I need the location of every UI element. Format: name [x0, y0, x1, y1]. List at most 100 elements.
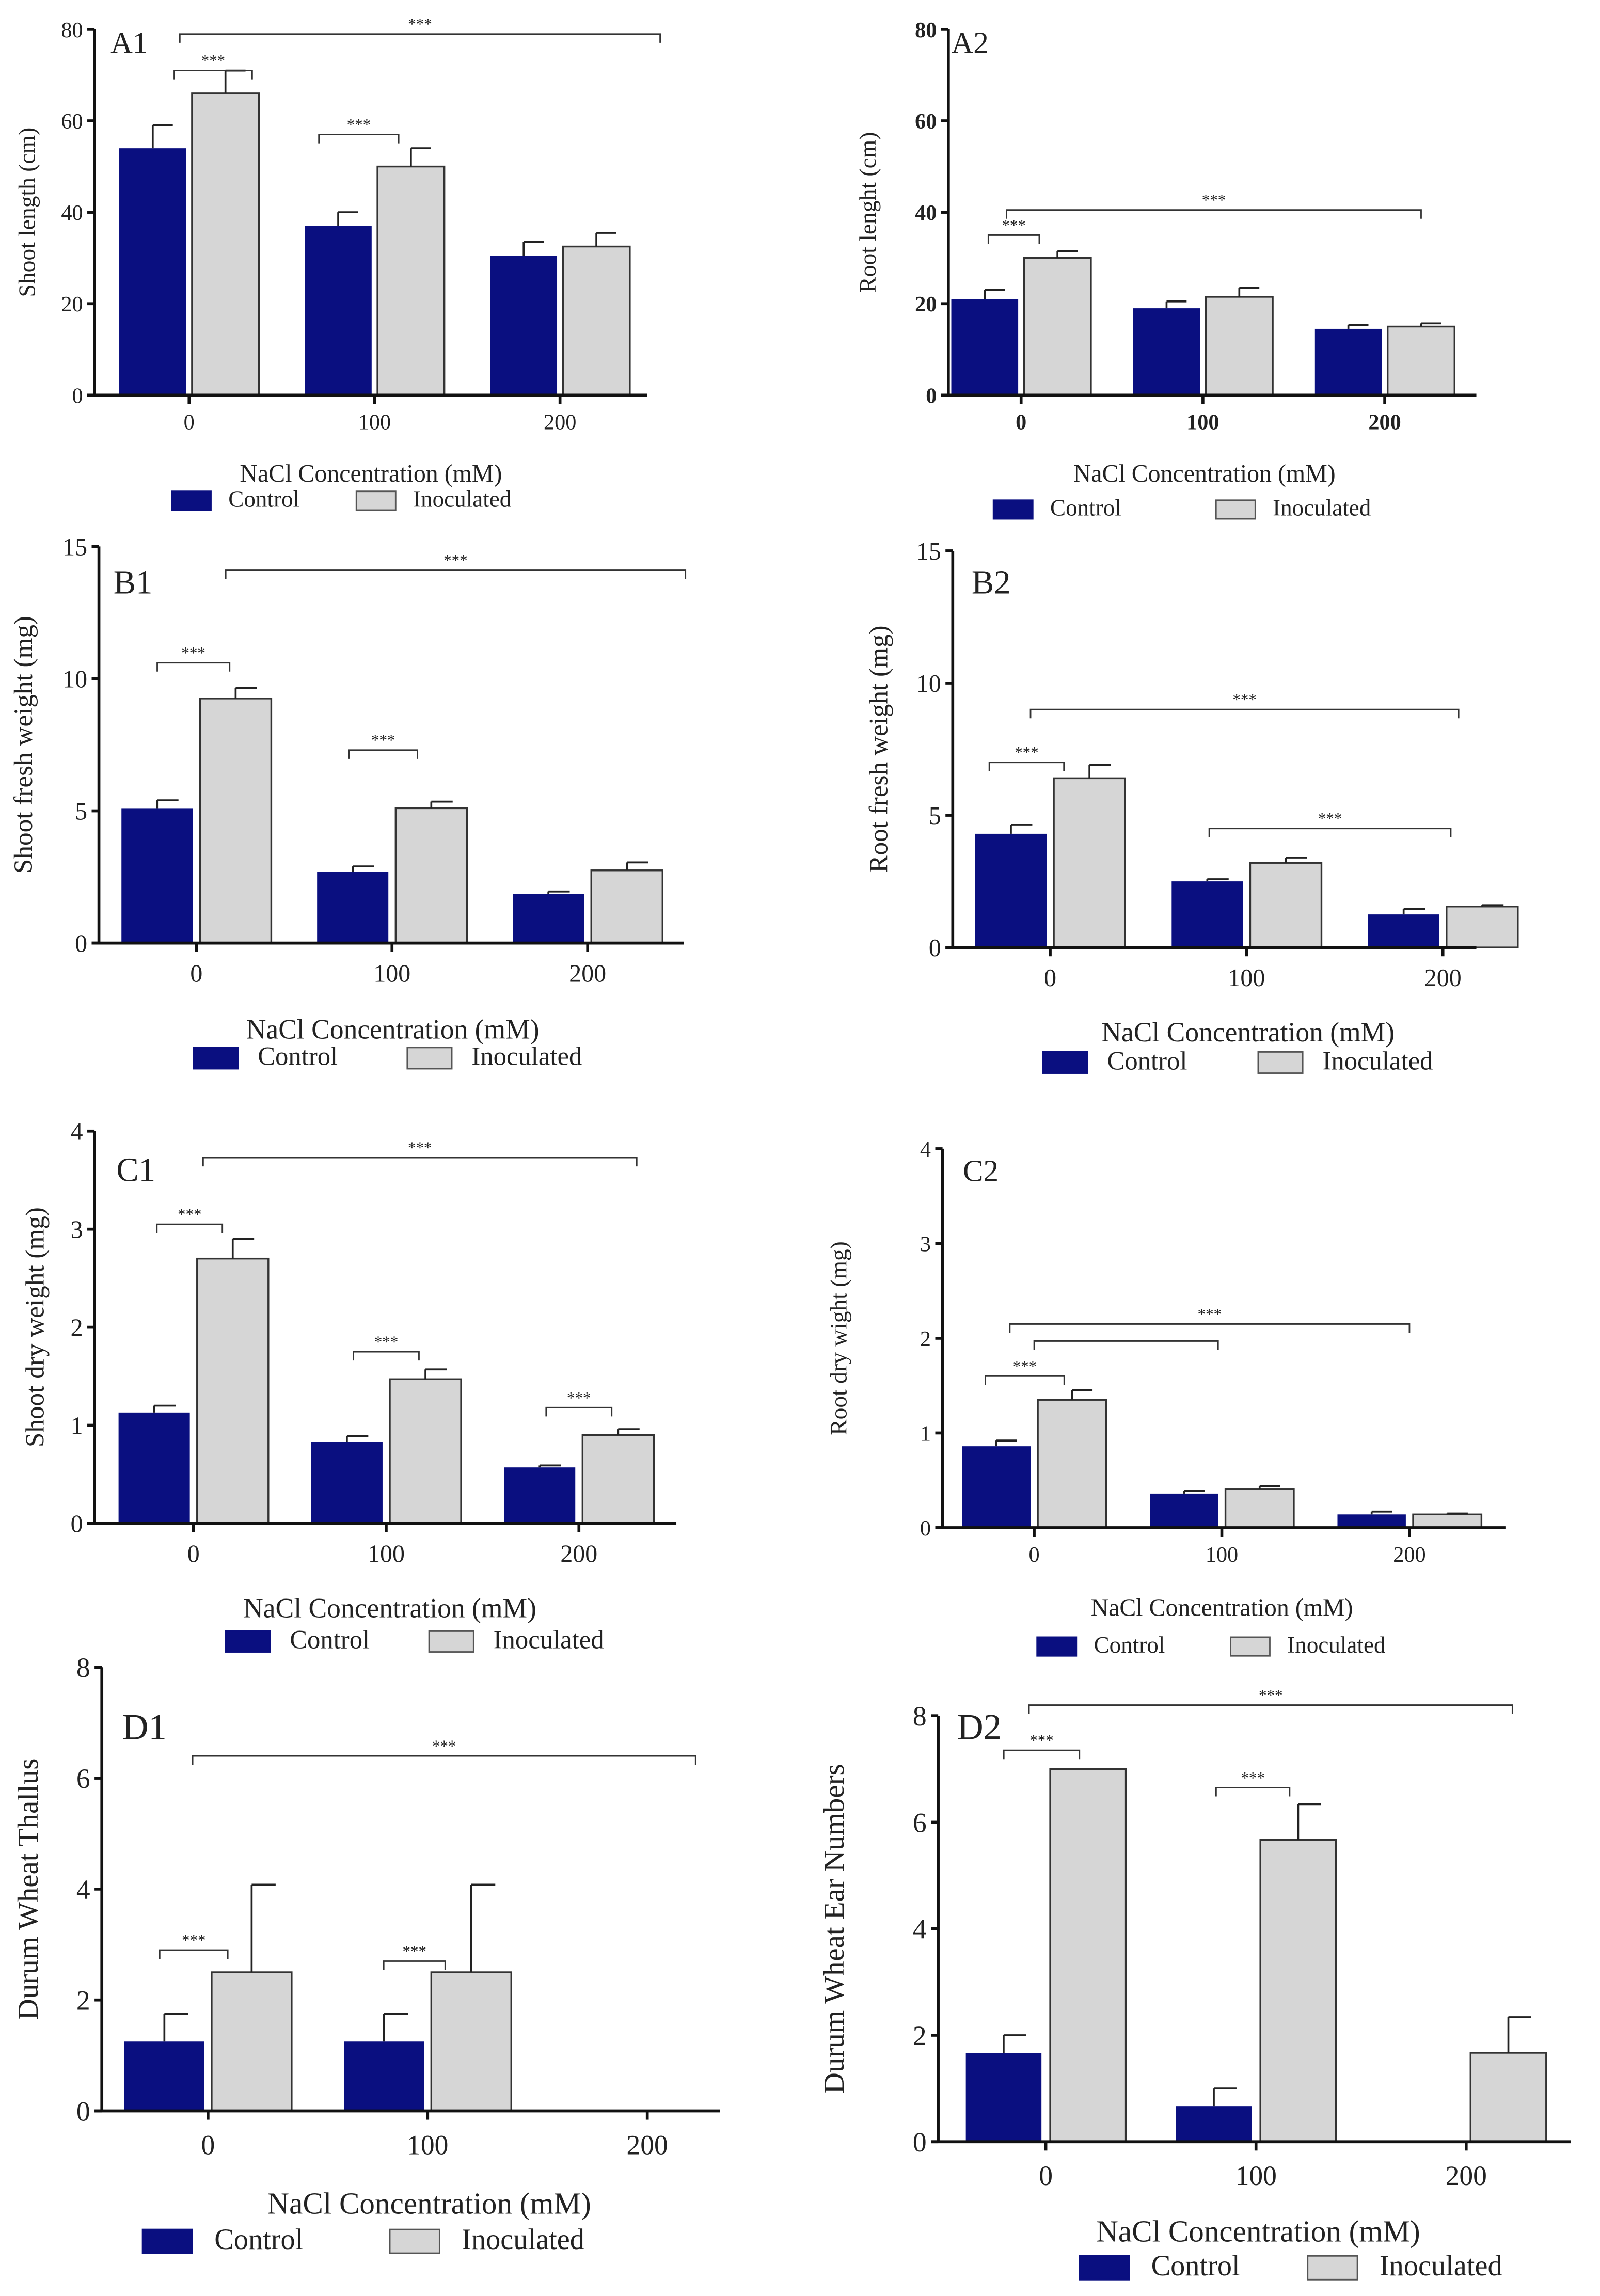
y-tick-label: 3 [920, 1232, 931, 1256]
bar-control-200 [490, 256, 558, 395]
significance-label: *** [408, 15, 432, 33]
significance-label: *** [1029, 1732, 1053, 1750]
significance-bracket [1006, 209, 1422, 219]
legend-swatch-control [141, 2228, 193, 2254]
bar-control-100 [1150, 1493, 1218, 1528]
bar-control-0 [121, 808, 193, 943]
x-tick-label: 200 [544, 410, 576, 434]
y-axis-label: Shoot length (cm) [14, 128, 40, 297]
chart-panel-d1: 0 2 4 6 8 0 100 200 *** *** *** D1 Durum Wheat Thall… [12, 1652, 720, 2256]
significance-label: *** [347, 116, 371, 134]
panel-label: C2 [963, 1153, 999, 1187]
significance-bracket [318, 134, 400, 144]
bar-inoculated-0 [1037, 1399, 1107, 1529]
significance-bracket [173, 70, 253, 80]
significance-bracket [1003, 1749, 1081, 1760]
bar-inoculated-0 [191, 92, 260, 397]
legend-label-inoculated: Inoculated [1380, 2250, 1502, 2282]
significance-bracket [156, 1223, 224, 1233]
y-tick-label: 40 [915, 201, 937, 225]
legend-swatch-control [171, 490, 212, 511]
y-axis-label: Root lenght (cm) [855, 132, 881, 293]
chart-panel-d2: 0 2 4 6 8 0 100 200 *** *** *** D2 Durum Wheat Ear N… [818, 1686, 1571, 2282]
significance-label: *** [1002, 216, 1025, 234]
significance-label: *** [178, 1206, 201, 1224]
x-tick-label: 0 [1044, 964, 1056, 992]
bar-control-0 [118, 1412, 190, 1524]
significance-bracket [1028, 1704, 1513, 1714]
panel-label: B1 [114, 564, 153, 601]
legend-label-control: Control [258, 1042, 338, 1071]
panel-label: B2 [972, 564, 1011, 601]
significance-label: *** [1232, 691, 1256, 709]
legend: Control Inoculated [992, 495, 1371, 521]
y-tick-label: 0 [76, 2096, 90, 2127]
y-tick-label: 20 [915, 292, 937, 316]
y-tick-label: 4 [913, 1913, 927, 1944]
x-tick-label: 0 [1039, 2160, 1053, 2191]
y-tick-label: 6 [76, 1763, 90, 1794]
legend-swatch-inoculated [406, 1047, 453, 1070]
x-tick-label: 200 [569, 960, 606, 987]
legend: Control Inoculated [141, 2224, 584, 2256]
legend-label-control: Control [290, 1625, 370, 1654]
bar-control-100 [317, 872, 389, 943]
y-axis-label: Root dry wight (mg) [826, 1241, 852, 1435]
significance-bracket [545, 1406, 613, 1417]
x-tick-label: 0 [1016, 410, 1026, 434]
legend-swatch-control [193, 1047, 239, 1070]
x-tick-label: 0 [187, 1540, 200, 1567]
chart-panel-b2: 0 5 10 15 0 100 200 *** *** *** B2 Root fresh weigh… [865, 538, 1519, 1075]
chart-panel-b1: 0 5 10 15 0 100 200 *** *** *** B1 Shoot fresh weig… [9, 533, 687, 1071]
legend-swatch-inoculated [1257, 1051, 1304, 1074]
y-axis-label: Shoot fresh weight (mg) [9, 616, 38, 874]
legend-label-inoculated: Inoculated [494, 1625, 604, 1654]
legend-label-inoculated: Inoculated [1287, 1632, 1386, 1658]
legend: Control Inoculated [1042, 1047, 1433, 1075]
x-tick-label: 100 [1206, 1543, 1238, 1567]
significance-bracket [1033, 1340, 1219, 1350]
legend-swatch-inoculated [389, 2228, 440, 2254]
x-axis-label: NaCl Concentration (mM) [1101, 1017, 1395, 1048]
bar-inoculated-100 [376, 165, 446, 397]
x-tick-label: 0 [201, 2129, 215, 2160]
legend-label-control: Control [1107, 1047, 1187, 1075]
bar-inoculated-200 [1412, 1513, 1483, 1529]
bar-inoculated-100 [1224, 1488, 1295, 1529]
y-tick-label: 2 [920, 1327, 931, 1351]
significance-label: *** [1202, 191, 1226, 209]
y-tick-label: 1 [920, 1421, 931, 1446]
x-tick-label: 200 [1393, 1543, 1425, 1567]
x-axis-label: NaCl Concentration (mM) [1073, 460, 1336, 487]
legend-swatch-control [992, 499, 1034, 520]
bar-inoculated-0 [1053, 777, 1126, 948]
bar-inoculated-0 [196, 1257, 270, 1525]
legend: Control Inoculated [1036, 1632, 1386, 1658]
x-tick-label: 100 [1228, 964, 1265, 992]
y-tick-label: 5 [75, 798, 87, 825]
y-tick-label: 2 [71, 1314, 83, 1341]
legend-label-inoculated: Inoculated [1273, 495, 1371, 520]
legend-label-control: Control [228, 486, 299, 512]
significance-bracket [156, 662, 231, 672]
bar-inoculated-0 [211, 1971, 293, 2112]
legend: Control Inoculated [225, 1625, 604, 1654]
bar-control-100 [1176, 2106, 1252, 2142]
significance-label: *** [371, 731, 395, 749]
y-tick-label: 8 [76, 1652, 90, 1683]
y-tick-label: 3 [71, 1216, 83, 1243]
bar-inoculated-0 [1023, 257, 1092, 397]
significance-bracket [202, 1157, 638, 1167]
x-axis-label: NaCl Concentration (mM) [243, 1592, 536, 1623]
x-tick-label: 200 [627, 2129, 668, 2160]
bar-inoculated-100 [1259, 1839, 1337, 2143]
y-tick-label: 0 [72, 384, 83, 408]
significance-bracket [1009, 1323, 1411, 1333]
significance-bracket [985, 1375, 1065, 1385]
significance-label: *** [408, 1138, 432, 1157]
y-tick-label: 4 [920, 1137, 931, 1162]
x-tick-label: 200 [1446, 2160, 1487, 2191]
significance-label: *** [201, 52, 225, 70]
significance-bracket [1029, 708, 1460, 719]
